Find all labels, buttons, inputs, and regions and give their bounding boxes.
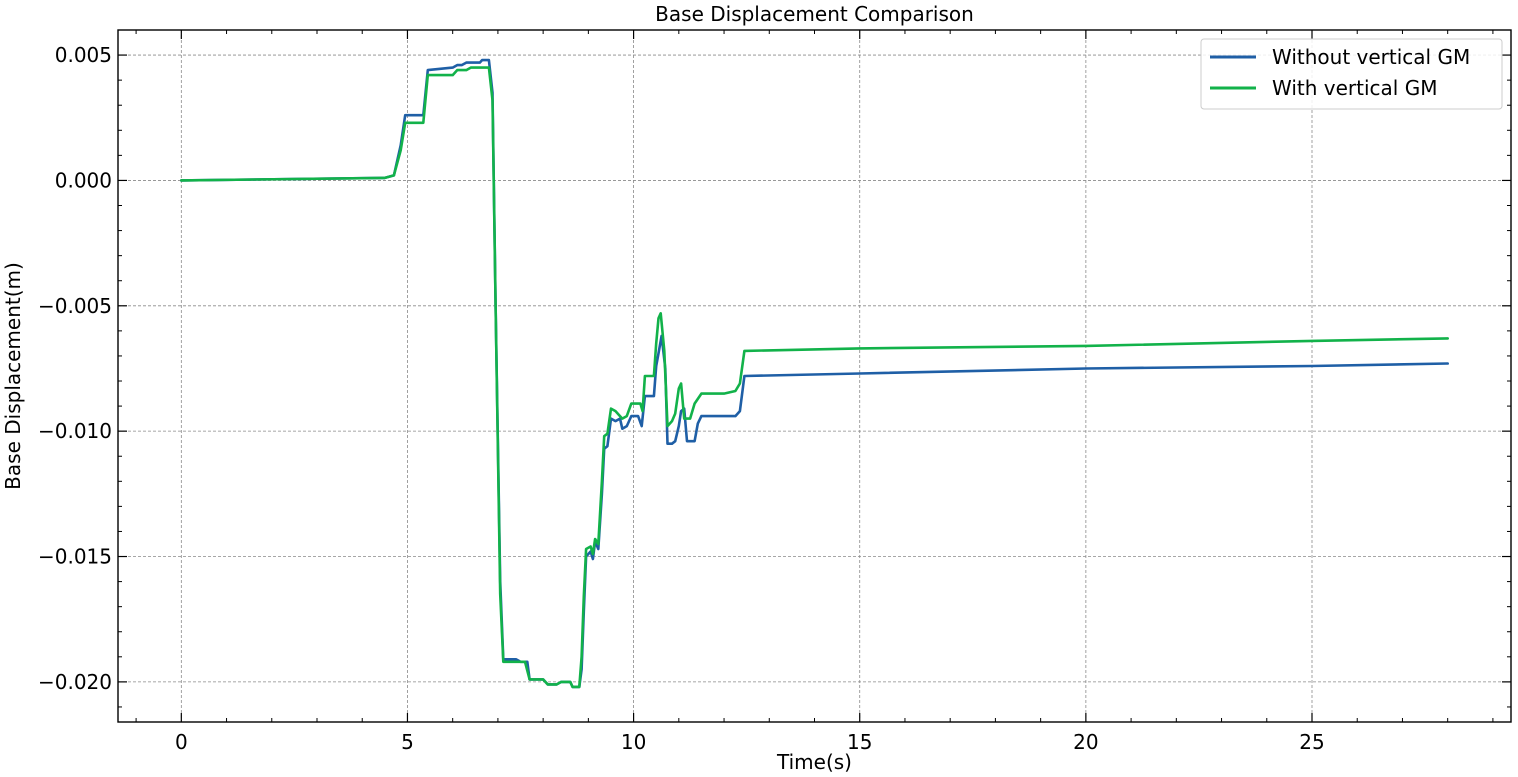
x-tick-label: 5	[401, 730, 414, 754]
x-tick-label: 0	[175, 730, 188, 754]
x-tick-label: 20	[1073, 730, 1098, 754]
chart-title: Base Displacement Comparison	[655, 2, 974, 26]
series-group	[180, 58, 1449, 689]
x-tick-label: 15	[847, 730, 872, 754]
y-tick-label: −0.005	[38, 294, 112, 318]
legend-box	[1200, 38, 1503, 110]
legend: Without vertical GM With vertical GM	[1200, 38, 1503, 110]
y-tick-label: −0.015	[38, 545, 112, 569]
x-tick-label: 10	[621, 730, 646, 754]
legend-label-without-vertical-gm: Without vertical GM	[1272, 45, 1470, 69]
y-tick-label: −0.010	[38, 419, 112, 443]
legend-label-with-vertical-gm: With vertical GM	[1272, 76, 1437, 100]
ticks: 0 5 10 15 20 25 0.005 0.000 −0.005 −0.010 −0.015 −0…	[38, 29, 1511, 754]
y-axis-label: Base Displacement(m)	[1, 262, 25, 490]
x-tick-label: 25	[1299, 730, 1324, 754]
y-tick-label: −0.020	[38, 670, 112, 694]
y-tick-label: 0.005	[55, 43, 112, 67]
x-axis-label: Time(s)	[776, 750, 852, 774]
y-tick-label: 0.000	[55, 168, 112, 192]
series-line-with-vertical-gm	[180, 66, 1449, 689]
grid	[118, 30, 1511, 722]
